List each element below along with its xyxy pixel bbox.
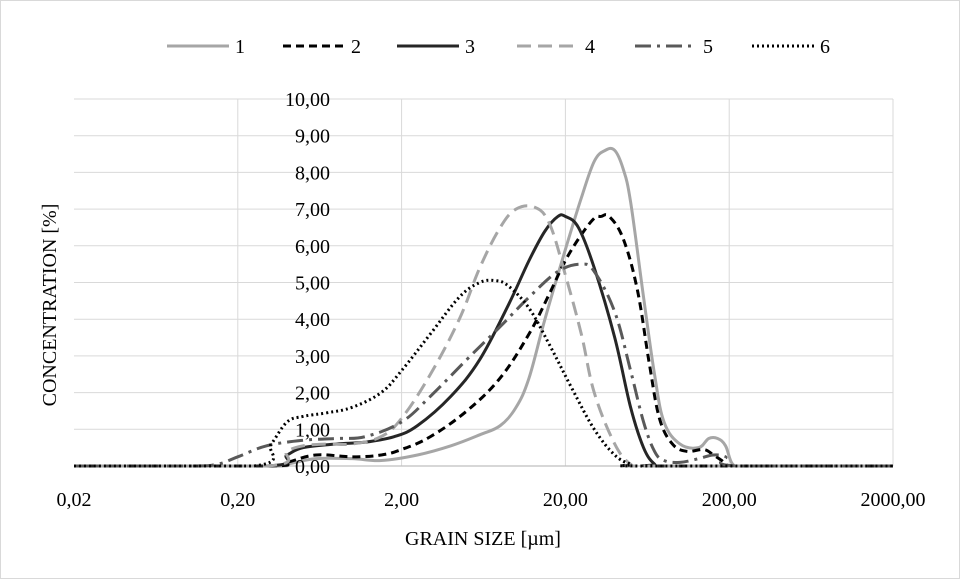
y-tick-label: 1,00 xyxy=(295,419,330,441)
legend-label: 1 xyxy=(235,36,245,58)
x-tick-label: 2000,00 xyxy=(861,489,926,511)
legend-label: 6 xyxy=(820,36,830,58)
legend-item-4: 4 xyxy=(517,36,595,58)
y-tick-label: 9,00 xyxy=(295,126,330,148)
series-line-3 xyxy=(74,213,893,468)
y-tick-label: 7,00 xyxy=(295,199,330,221)
series-line-4 xyxy=(74,204,893,468)
legend-item-6: 6 xyxy=(752,36,830,58)
legend-label: 2 xyxy=(351,36,361,58)
y-tick-label: 5,00 xyxy=(295,273,330,295)
x-tick-label: 0,02 xyxy=(57,489,92,511)
y-tick-labels: 0,00 1,00 2,00 3,00 4,00 5,00 6,00 7,00 8,00 9,00… xyxy=(285,89,330,478)
y-tick-label: 3,00 xyxy=(295,346,330,368)
legend-item-3: 3 xyxy=(397,36,475,58)
y-tick-label: 10,00 xyxy=(285,89,330,111)
series-line-1 xyxy=(74,146,893,468)
legend-label: 5 xyxy=(703,36,713,58)
legend-label: 3 xyxy=(465,36,475,58)
legend-item-2: 2 xyxy=(283,36,361,58)
x-tick-labels: 0,02 0,20 2,00 20,00 200,00 2000,00 xyxy=(57,489,926,511)
legend-label: 4 xyxy=(585,36,595,58)
x-tick-label: 0,20 xyxy=(220,489,255,511)
x-tick-label: 20,00 xyxy=(543,489,588,511)
y-tick-label: 2,00 xyxy=(295,383,330,405)
series-lines xyxy=(74,146,893,468)
legend: 1 2 3 4 5 6 xyxy=(167,36,830,58)
legend-item-5: 5 xyxy=(635,36,713,58)
x-tick-label: 200,00 xyxy=(702,489,757,511)
series-line-6 xyxy=(74,278,893,468)
y-tick-label: 4,00 xyxy=(295,309,330,331)
series-line-2 xyxy=(74,213,893,468)
legend-item-1: 1 xyxy=(167,36,245,58)
y-tick-label: 6,00 xyxy=(295,236,330,258)
y-axis-label: CONCENTRATION [%] xyxy=(39,204,61,407)
y-tick-label: 8,00 xyxy=(295,162,330,184)
x-axis-label: GRAIN SIZE [µm] xyxy=(405,528,561,550)
x-tick-label: 2,00 xyxy=(384,489,419,511)
y-tick-label: 0,00 xyxy=(295,456,330,478)
